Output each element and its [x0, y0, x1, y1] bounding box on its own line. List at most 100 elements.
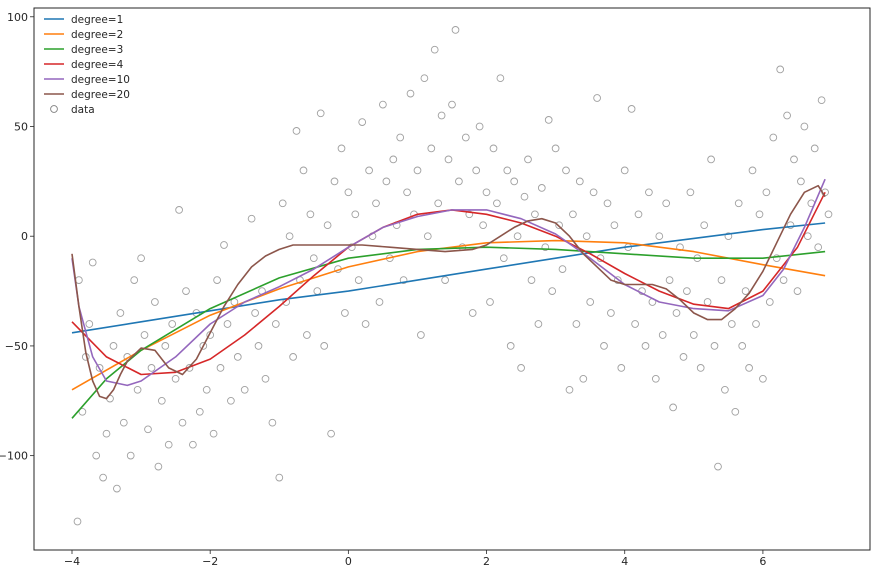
data-point	[714, 462, 722, 471]
data-point	[448, 100, 456, 109]
data-point	[707, 155, 715, 164]
data-point	[631, 320, 639, 328]
data-point	[724, 232, 733, 241]
data-point	[88, 258, 97, 267]
data-point	[783, 111, 791, 120]
data-point	[113, 484, 121, 493]
series-line-degree-2	[71, 239, 826, 391]
data-point	[437, 111, 446, 120]
data-point	[216, 364, 225, 372]
data-point	[73, 517, 82, 526]
legend-label: degree=3	[71, 44, 123, 56]
data-point	[793, 287, 802, 295]
data-point	[603, 199, 612, 208]
y-tick-label: 0	[21, 230, 28, 243]
data-point	[589, 188, 598, 197]
data-point	[389, 155, 398, 164]
data-point	[247, 214, 256, 223]
data-point	[748, 166, 757, 175]
data-point	[499, 254, 508, 263]
data-point	[275, 473, 284, 482]
data-point	[797, 177, 805, 186]
data-point	[327, 429, 335, 438]
data-point	[641, 342, 650, 350]
x-tick-label: −4	[64, 555, 80, 568]
data-point	[233, 353, 242, 361]
data-point	[645, 188, 653, 197]
data-point	[776, 65, 785, 74]
data-point	[486, 298, 494, 306]
x-tick-label: 2	[483, 555, 490, 568]
series-line-degree-1	[71, 222, 826, 334]
data-point	[779, 276, 788, 284]
data-point	[102, 429, 111, 438]
data-point	[482, 188, 491, 197]
data-point	[800, 122, 809, 131]
data-point	[741, 287, 750, 295]
data-point	[710, 342, 719, 350]
data-point	[240, 385, 249, 394]
data-point	[738, 342, 747, 350]
data-point	[541, 243, 550, 252]
data-point	[430, 45, 439, 54]
data-point	[558, 265, 567, 273]
data-point	[620, 166, 629, 175]
data-point	[306, 210, 315, 219]
data-point	[189, 440, 197, 449]
data-point	[513, 232, 522, 241]
data-point	[745, 364, 753, 372]
data-point	[178, 418, 187, 427]
data-point	[99, 473, 107, 482]
y-tick-label: −50	[5, 340, 28, 353]
data-point	[651, 374, 660, 383]
data-point	[765, 298, 774, 306]
data-point	[461, 133, 470, 142]
data-point	[548, 287, 557, 295]
data-point	[555, 221, 563, 230]
data-point	[361, 320, 370, 328]
data-point	[593, 94, 601, 102]
data-point	[537, 184, 546, 192]
data-point	[417, 331, 425, 339]
data-point	[271, 320, 280, 328]
data-point	[582, 232, 591, 241]
data-point	[479, 221, 487, 230]
legend-label: degree=1	[71, 14, 123, 26]
data-point	[434, 199, 443, 208]
data-point	[627, 105, 636, 113]
data-point	[544, 116, 553, 124]
data-point	[683, 287, 691, 295]
data-point	[572, 320, 581, 328]
data-point	[337, 144, 346, 153]
scatter-layer	[73, 26, 833, 526]
data-point	[444, 155, 453, 164]
data-point	[126, 451, 135, 460]
data-point	[423, 232, 432, 241]
data-point	[227, 396, 235, 405]
data-point	[320, 342, 329, 350]
legend-label: degree=10	[71, 74, 130, 86]
data-point	[309, 254, 318, 263]
data-point	[451, 26, 460, 34]
data-point	[579, 374, 588, 383]
data-point	[762, 188, 771, 197]
data-point	[689, 331, 698, 339]
data-point	[717, 276, 726, 284]
data-point	[358, 118, 367, 126]
data-point	[268, 418, 277, 427]
data-point	[399, 276, 408, 284]
data-point	[575, 177, 584, 186]
y-axis-ticks: −100 −50 0 50 100	[0, 11, 34, 463]
data-point	[382, 177, 391, 186]
data-point	[92, 451, 101, 460]
data-point	[182, 287, 190, 295]
data-point	[261, 374, 270, 383]
data-point	[586, 298, 595, 306]
x-axis-ticks: −4 −2 0 2 4 6	[64, 550, 766, 568]
data-point	[147, 364, 156, 372]
x-tick-label: 6	[759, 555, 766, 568]
data-point	[157, 396, 166, 405]
data-point	[78, 407, 87, 416]
data-point	[786, 221, 795, 230]
